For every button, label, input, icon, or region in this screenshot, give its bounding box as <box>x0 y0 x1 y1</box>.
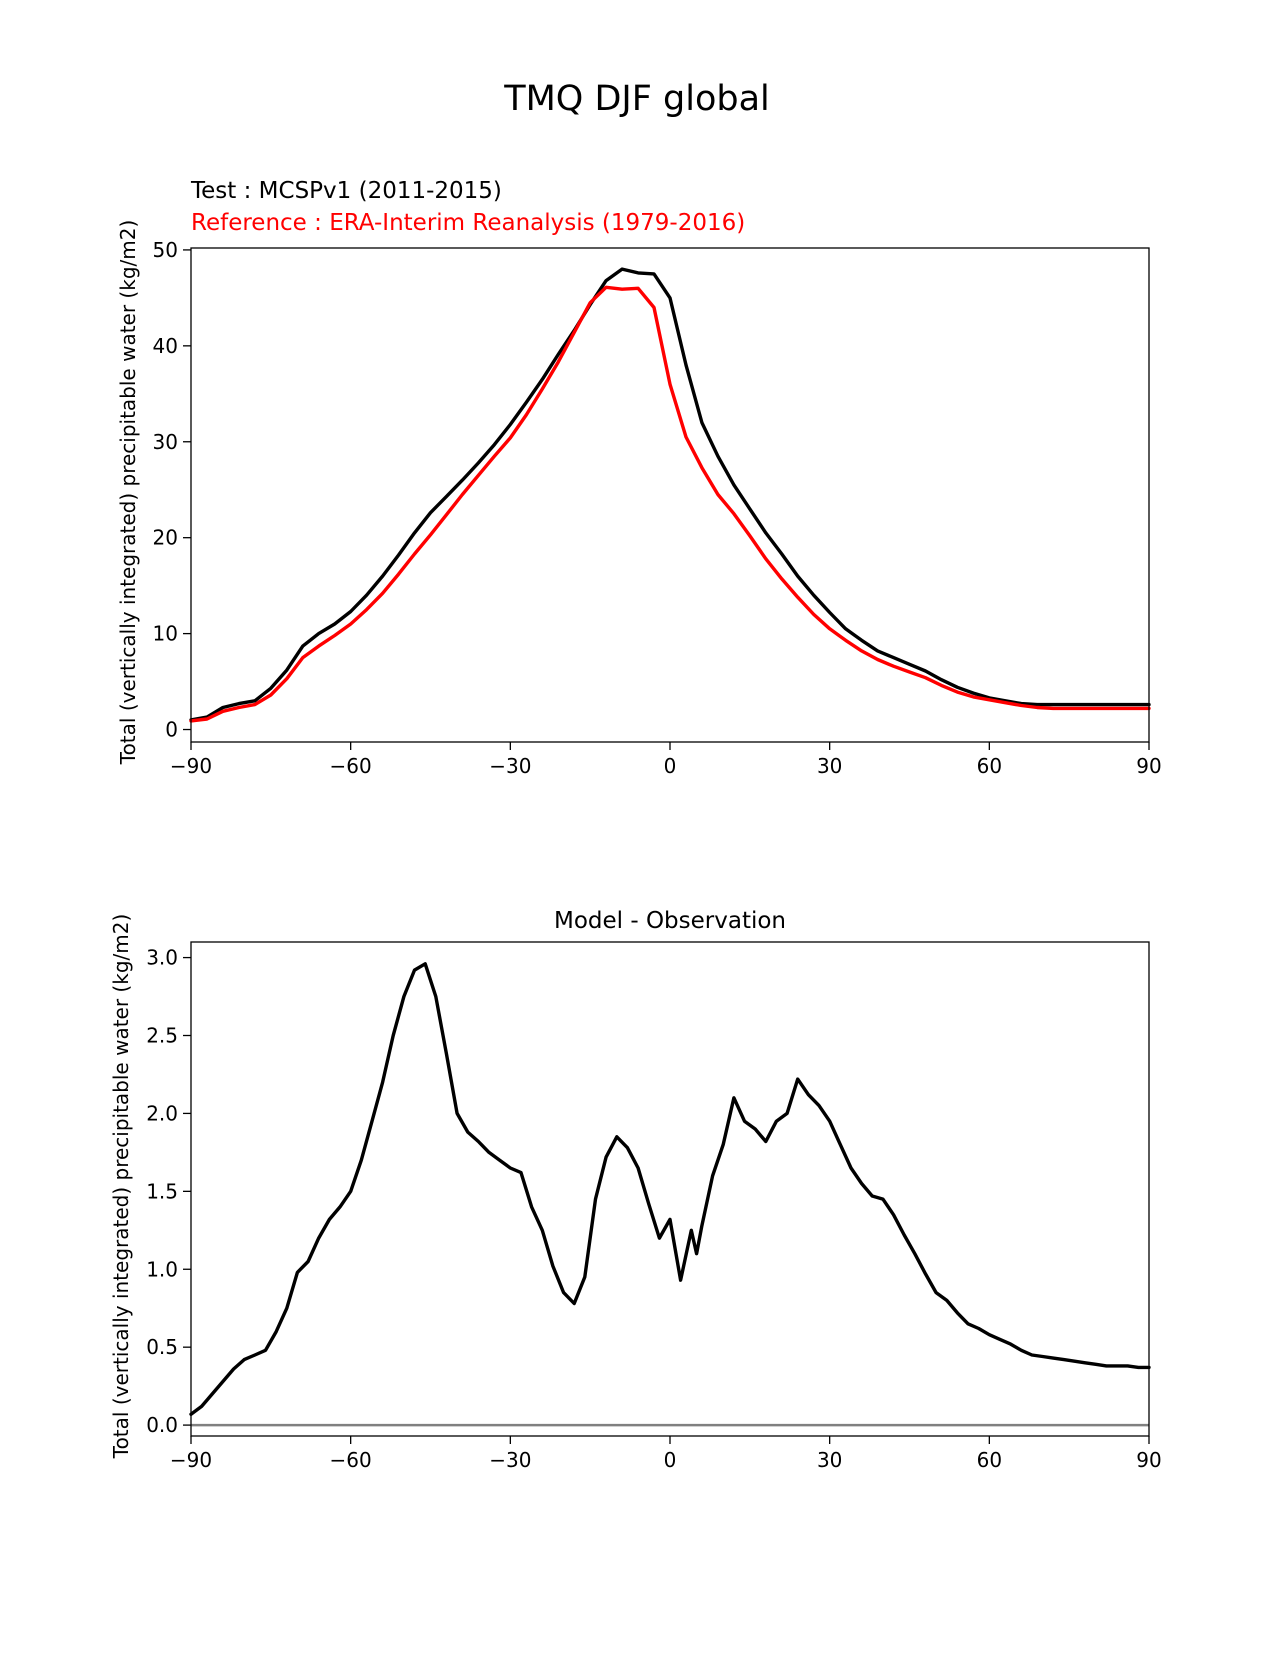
x-tick-label: 0 <box>664 754 677 778</box>
y-tick-label: 20 <box>153 526 178 550</box>
y-tick-label: 10 <box>153 622 178 646</box>
x-tick-label: 30 <box>817 1448 842 1472</box>
x-tick-label: −90 <box>170 1448 212 1472</box>
x-tick-label: −90 <box>170 754 212 778</box>
figure-title: TMQ DJF global <box>503 79 770 119</box>
bottom-panel: Model - Observation Total (vertically in… <box>109 908 1162 1472</box>
y-tick-label: 0.0 <box>146 1413 178 1437</box>
y-tick-label: 30 <box>153 430 178 454</box>
bottom-plot-frame <box>190 941 1150 1437</box>
x-tick-label: 90 <box>1136 754 1161 778</box>
reference-legend-label: Reference : ERA-Interim Reanalysis (1979… <box>191 210 745 236</box>
y-tick-label: 0.5 <box>146 1335 178 1359</box>
x-tick-label: −30 <box>489 1448 531 1472</box>
x-tick-label: −60 <box>330 1448 372 1472</box>
x-tick-label: 60 <box>977 754 1002 778</box>
y-tick-label: 50 <box>153 238 178 262</box>
x-tick-label: 30 <box>817 754 842 778</box>
y-tick-label: 1.5 <box>146 1179 178 1203</box>
x-tick-label: −30 <box>489 754 531 778</box>
test-series-line <box>189 267 1151 722</box>
x-tick-label: 0 <box>664 1448 677 1472</box>
top-ylabel-group: Total (vertically integrated) precipitab… <box>116 220 140 766</box>
top-plot-area: −90 −60 −30 0 30 60 90 0 10 20 30 40 50 <box>153 238 1162 778</box>
bottom-plot-area: −90 −60 −30 0 30 60 90 0.0 0.5 1.0 1.5 2.0 2.5 3.0 <box>146 946 1162 1472</box>
top-plot-frame <box>190 247 1150 743</box>
y-tick-label: 40 <box>153 334 178 358</box>
y-tick-label: 2.5 <box>146 1024 178 1048</box>
difference-series-line <box>189 962 1151 1416</box>
y-tick-label: 3.0 <box>146 946 178 970</box>
y-tick-label: 1.0 <box>146 1257 178 1281</box>
x-tick-label: 60 <box>977 1448 1002 1472</box>
bottom-panel-title: Model - Observation <box>554 908 786 934</box>
x-tick-label: −60 <box>330 754 372 778</box>
x-tick-label: 90 <box>1136 1448 1161 1472</box>
y-tick-label: 2.0 <box>146 1101 178 1125</box>
top-y-axis-label: Total (vertically integrated) precipitab… <box>116 220 140 766</box>
test-legend-label: Test : MCSPv1 (2011-2015) <box>190 178 502 204</box>
bottom-y-axis-label: Total (vertically integrated) precipitab… <box>109 914 133 1460</box>
bottom-ylabel-group: Total (vertically integrated) precipitab… <box>109 914 133 1460</box>
y-tick-label: 0 <box>165 718 178 742</box>
top-panel: Test : MCSPv1 (2011-2015) Reference : ER… <box>116 178 1162 778</box>
reference-series-line <box>189 285 1151 723</box>
